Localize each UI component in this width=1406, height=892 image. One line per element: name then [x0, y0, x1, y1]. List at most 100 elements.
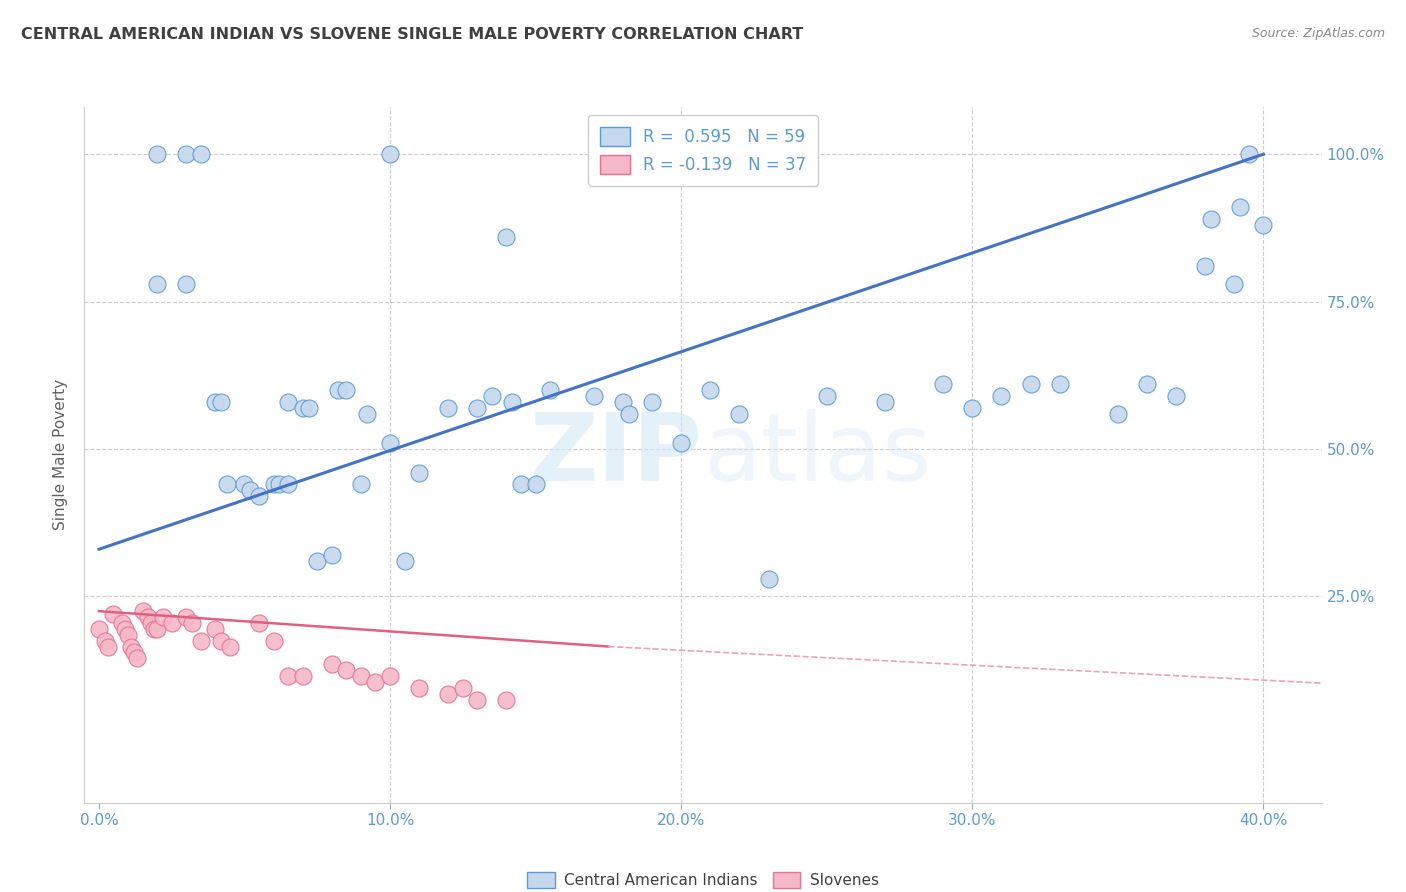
- Point: [138, 610, 160, 624]
- Point: [669, 436, 692, 450]
- Point: [160, 615, 183, 630]
- Point: [277, 669, 299, 683]
- Point: [97, 640, 120, 654]
- Text: atlas: atlas: [703, 409, 931, 501]
- Y-axis label: Single Male Poverty: Single Male Poverty: [53, 379, 69, 531]
- Point: [146, 147, 169, 161]
- Point: [204, 622, 226, 636]
- Point: [451, 681, 474, 695]
- Point: [87, 622, 110, 636]
- Point: [152, 610, 174, 624]
- Point: [291, 401, 314, 415]
- Point: [758, 572, 780, 586]
- Point: [495, 229, 517, 244]
- Point: [378, 669, 401, 683]
- Point: [815, 389, 838, 403]
- Point: [501, 395, 523, 409]
- Point: [141, 615, 163, 630]
- Point: [582, 389, 605, 403]
- Point: [277, 395, 299, 409]
- Point: [247, 615, 270, 630]
- Point: [350, 477, 373, 491]
- Point: [1223, 277, 1246, 291]
- Point: [209, 395, 232, 409]
- Legend: Central American Indians, Slovenes: Central American Indians, Slovenes: [522, 866, 884, 892]
- Point: [117, 628, 139, 642]
- Point: [481, 389, 503, 403]
- Point: [321, 657, 343, 672]
- Point: [1019, 377, 1042, 392]
- Point: [1049, 377, 1071, 392]
- Point: [699, 383, 721, 397]
- Point: [538, 383, 561, 397]
- Point: [146, 277, 169, 291]
- Point: [335, 663, 357, 677]
- Point: [181, 615, 204, 630]
- Point: [962, 401, 984, 415]
- Point: [1136, 377, 1159, 392]
- Point: [263, 477, 285, 491]
- Point: [495, 692, 517, 706]
- Point: [247, 489, 270, 503]
- Point: [269, 477, 291, 491]
- Point: [364, 674, 387, 689]
- Text: CENTRAL AMERICAN INDIAN VS SLOVENE SINGLE MALE POVERTY CORRELATION CHART: CENTRAL AMERICAN INDIAN VS SLOVENE SINGL…: [21, 27, 803, 42]
- Point: [467, 401, 489, 415]
- Point: [612, 395, 634, 409]
- Point: [263, 633, 285, 648]
- Point: [394, 554, 416, 568]
- Point: [122, 645, 145, 659]
- Point: [321, 548, 343, 562]
- Point: [233, 477, 256, 491]
- Point: [204, 395, 226, 409]
- Point: [1199, 212, 1222, 227]
- Point: [125, 651, 148, 665]
- Point: [617, 407, 640, 421]
- Point: [93, 633, 115, 648]
- Point: [297, 401, 319, 415]
- Point: [378, 147, 401, 161]
- Point: [524, 477, 547, 491]
- Point: [146, 622, 169, 636]
- Point: [174, 610, 197, 624]
- Point: [1164, 389, 1187, 403]
- Point: [1253, 218, 1275, 232]
- Point: [350, 669, 373, 683]
- Point: [408, 681, 430, 695]
- Point: [209, 633, 232, 648]
- Point: [378, 436, 401, 450]
- Point: [103, 607, 125, 621]
- Point: [219, 640, 242, 654]
- Point: [111, 615, 134, 630]
- Point: [1194, 259, 1216, 273]
- Text: Source: ZipAtlas.com: Source: ZipAtlas.com: [1251, 27, 1385, 40]
- Point: [277, 477, 299, 491]
- Point: [873, 395, 896, 409]
- Point: [467, 692, 489, 706]
- Point: [437, 401, 460, 415]
- Point: [437, 687, 460, 701]
- Point: [114, 622, 136, 636]
- Point: [1229, 200, 1251, 214]
- Point: [932, 377, 955, 392]
- Point: [291, 669, 314, 683]
- Point: [215, 477, 238, 491]
- Text: ZIP: ZIP: [530, 409, 703, 501]
- Point: [190, 633, 212, 648]
- Point: [143, 622, 166, 636]
- Point: [335, 383, 357, 397]
- Point: [174, 147, 197, 161]
- Point: [641, 395, 664, 409]
- Point: [239, 483, 262, 498]
- Point: [990, 389, 1012, 403]
- Point: [728, 407, 751, 421]
- Point: [120, 640, 142, 654]
- Point: [510, 477, 533, 491]
- Point: [174, 277, 197, 291]
- Point: [356, 407, 378, 421]
- Point: [326, 383, 349, 397]
- Point: [190, 147, 212, 161]
- Point: [1237, 147, 1260, 161]
- Point: [307, 554, 329, 568]
- Point: [408, 466, 430, 480]
